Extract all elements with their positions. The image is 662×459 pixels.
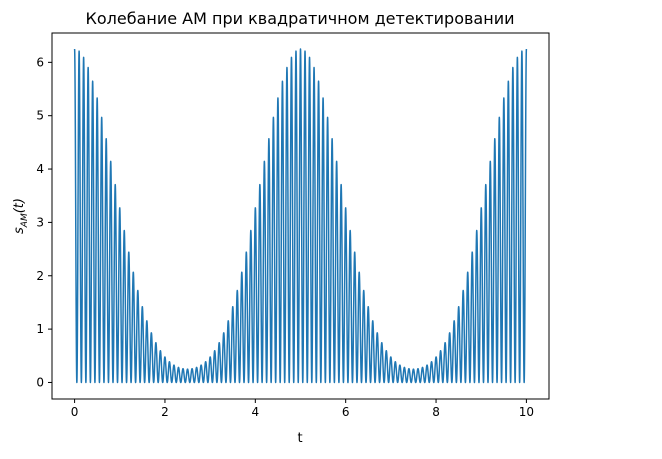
y-tick-label: 2 — [36, 269, 44, 283]
x-tick-label: 10 — [519, 405, 534, 419]
x-tick-label: 4 — [251, 405, 259, 419]
y-tick-label: 1 — [36, 322, 44, 336]
x-axis-label: t — [297, 431, 302, 446]
chart-title: Колебание АМ при квадратичном детектиров… — [85, 9, 514, 28]
y-tick-label: 5 — [36, 109, 44, 123]
y-axis-label-main: s — [12, 227, 27, 234]
x-tick-label: 2 — [161, 405, 169, 419]
x-tick-label: 8 — [432, 405, 440, 419]
series-line-0 — [73, 48, 528, 384]
y-tick-label: 3 — [36, 215, 44, 229]
y-tick-label: 6 — [36, 55, 44, 69]
y-tick-label: 4 — [36, 162, 44, 176]
y-axis-label-subscript: AM — [20, 213, 30, 228]
y-axis-label-argument: (t) — [12, 198, 27, 213]
x-axis: 0 2 4 6 8 10 — [71, 399, 534, 419]
x-tick-label: 6 — [342, 405, 350, 419]
x-tick-label: 0 — [71, 405, 79, 419]
y-tick-label: 0 — [36, 375, 44, 389]
plot-area — [73, 48, 528, 384]
axes-frame — [51, 32, 550, 400]
y-axis-label: sAM(t) — [12, 198, 30, 234]
y-axis: 0 1 2 3 4 5 6 — [36, 55, 52, 389]
